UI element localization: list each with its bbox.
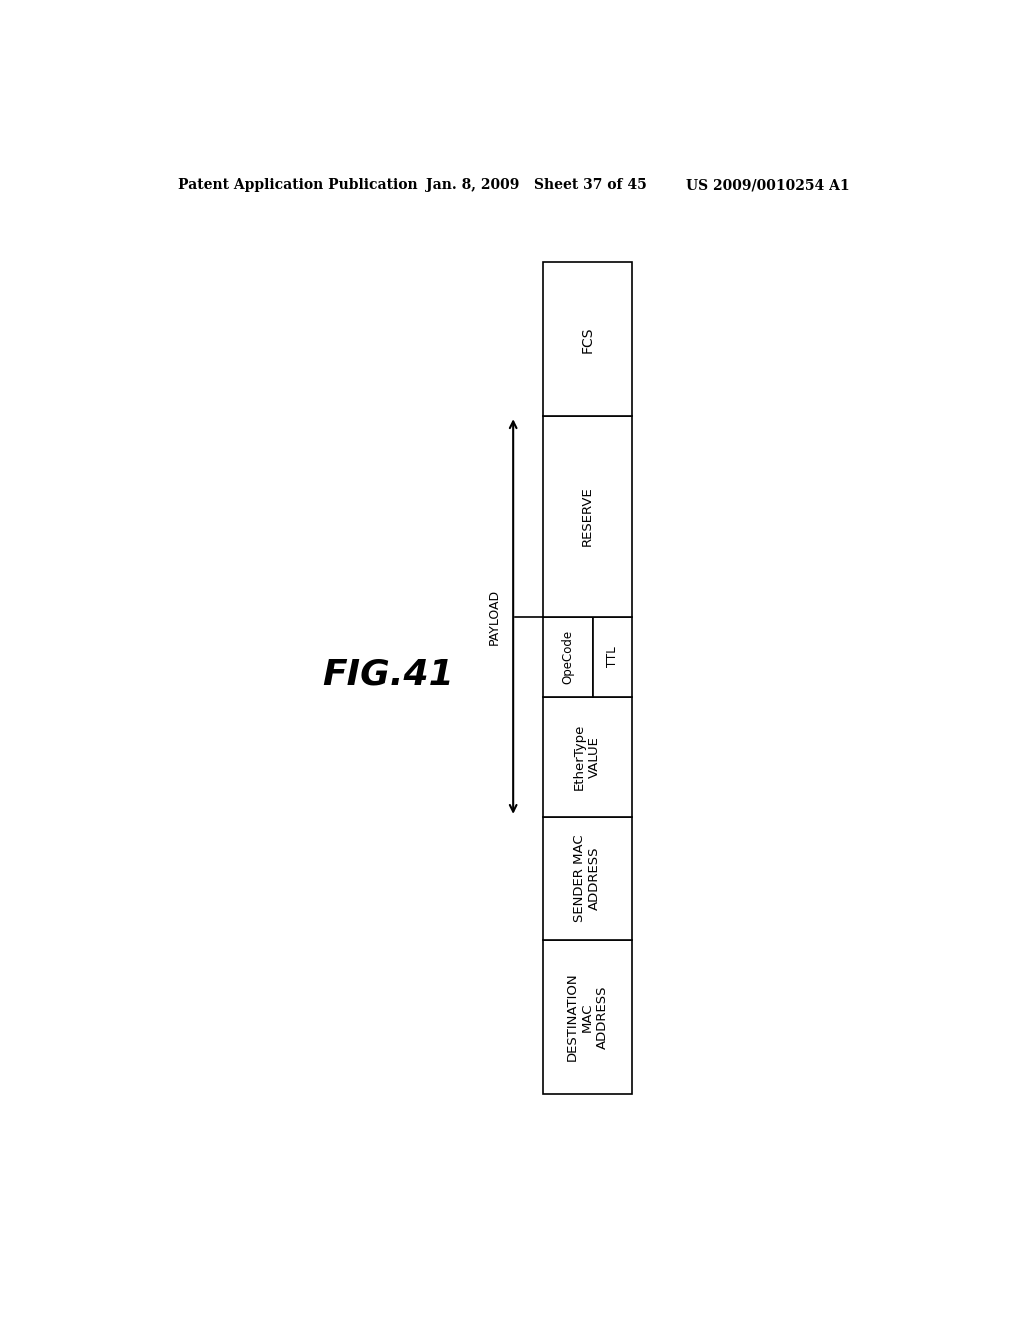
Text: EtherType
VALUE: EtherType VALUE — [573, 723, 601, 791]
Text: SENDER MAC
ADDRESS: SENDER MAC ADDRESS — [573, 834, 601, 923]
Text: DESTINATION
MAC
ADDRESS: DESTINATION MAC ADDRESS — [565, 973, 608, 1061]
Text: OpeCode: OpeCode — [561, 630, 574, 684]
Bar — [543, 940, 632, 1094]
Bar — [594, 616, 632, 697]
Bar — [543, 817, 632, 940]
Bar — [543, 616, 594, 697]
Text: TTL: TTL — [606, 647, 620, 668]
Text: Patent Application Publication: Patent Application Publication — [178, 178, 418, 193]
Text: FIG.41: FIG.41 — [322, 657, 454, 692]
Text: RESERVE: RESERVE — [581, 487, 594, 546]
Bar — [543, 263, 632, 416]
Text: US 2009/0010254 A1: US 2009/0010254 A1 — [686, 178, 850, 193]
Text: FCS: FCS — [581, 326, 594, 352]
Bar — [543, 697, 632, 817]
Bar — [543, 416, 632, 616]
Text: Jan. 8, 2009   Sheet 37 of 45: Jan. 8, 2009 Sheet 37 of 45 — [426, 178, 647, 193]
Text: PAYLOAD: PAYLOAD — [488, 589, 501, 644]
